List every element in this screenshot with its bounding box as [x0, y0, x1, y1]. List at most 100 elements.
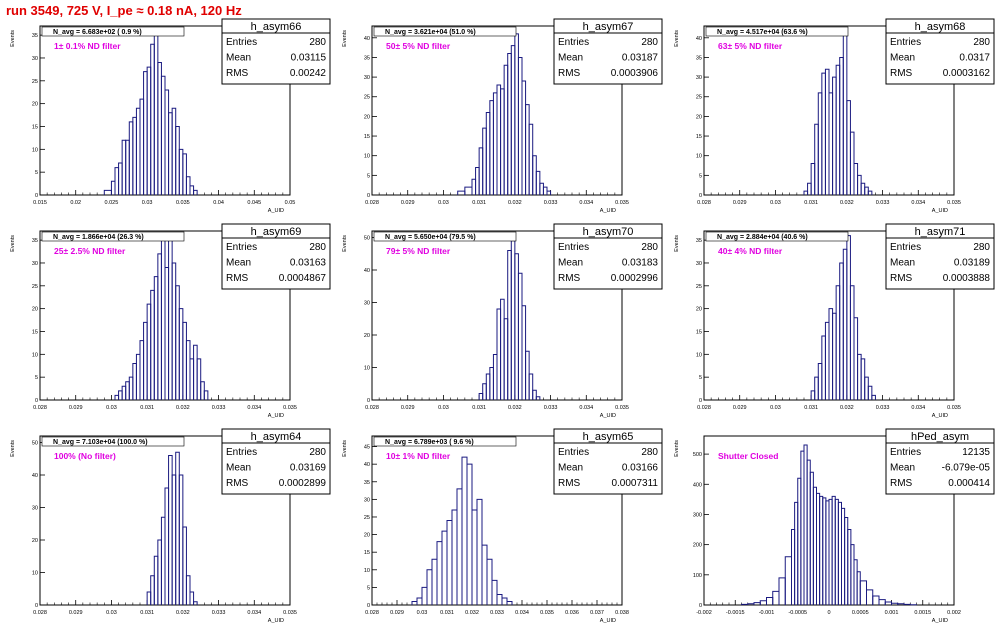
histogram-bin	[493, 355, 497, 401]
histogram-bin	[190, 186, 194, 195]
histogram-bin	[536, 171, 540, 195]
y-tick-label: 15	[696, 134, 702, 140]
histogram-bin	[161, 517, 165, 605]
stats-value-mean: 0.03169	[290, 463, 327, 474]
filter-label: 50± 5% ND filter	[386, 41, 451, 51]
n-avg-annotation: N_avg = 6.683e+02 ( 0.9 %)	[53, 29, 142, 36]
stats-value-rms: 0.0003906	[611, 68, 659, 79]
histogram-bin	[476, 167, 480, 195]
histogram-bin	[158, 540, 162, 605]
histogram-bin	[412, 601, 417, 605]
histogram-bin	[873, 596, 879, 605]
x-tick-label: 0.03	[770, 405, 781, 411]
histogram-bin	[497, 85, 501, 195]
stats-key-rms: RMS	[558, 478, 581, 489]
x-tick-label: 0.0015	[914, 610, 931, 616]
histogram-bin	[508, 54, 512, 195]
x-tick-label: 0.029	[401, 200, 415, 206]
filter-label: 63± 5% ND filter	[718, 41, 783, 51]
stats-value-rms: 0.0003162	[943, 68, 991, 79]
histogram-bin	[533, 156, 537, 195]
histogram-bin	[861, 183, 865, 195]
histogram-bin	[833, 313, 837, 400]
histogram-bin	[119, 391, 123, 400]
histogram-bin	[140, 99, 144, 195]
y-tick-label: 5	[367, 173, 370, 179]
x-tick-label: 0.034	[579, 200, 593, 206]
x-tick-label: 0.035	[283, 405, 297, 411]
y-tick-label: 30	[364, 497, 370, 503]
stats-value-rms: 0.00242	[290, 68, 327, 79]
x-tick-label: 0.015	[33, 200, 47, 206]
histogram-bin	[467, 464, 472, 605]
filter-label: 1± 0.1% ND filter	[54, 41, 121, 51]
x-tick-label: 0.03	[106, 405, 117, 411]
x-tick-label: 0.029	[401, 405, 415, 411]
y-tick-label: 10	[696, 154, 702, 160]
histogram-bin	[529, 374, 533, 400]
histogram-bin	[176, 452, 180, 605]
histogram-bin	[850, 286, 854, 400]
y-tick-label: 400	[693, 482, 702, 488]
y-axis-label: Events	[10, 235, 16, 252]
histogram-bin	[850, 132, 854, 195]
histogram-name: h_asym68	[915, 21, 966, 33]
stats-value-rms: 0.0004867	[279, 273, 327, 284]
stats-key-rms: RMS	[890, 478, 913, 489]
histogram-bin	[483, 384, 487, 400]
histogram-bin	[422, 587, 427, 605]
x-tick-label: 0.029	[69, 610, 83, 616]
x-tick-label: 0.03	[106, 610, 117, 616]
histogram-bin	[492, 580, 497, 605]
x-tick-label: 0.028	[697, 405, 711, 411]
x-tick-label: 0.04	[213, 200, 224, 206]
histogram-bin	[504, 65, 508, 195]
stats-value-rms: 0.0007311	[611, 478, 658, 489]
histogram-bin	[836, 286, 840, 400]
histogram-bin	[129, 377, 133, 400]
histogram-name: h_asym70	[583, 226, 634, 238]
x-axis-label: A_UID	[268, 208, 284, 214]
x-axis-label: A_UID	[268, 413, 284, 419]
x-tick-label: 0.034	[247, 405, 261, 411]
stats-key-rms: RMS	[226, 273, 249, 284]
x-tick-label: 0.033	[876, 405, 890, 411]
histogram-bin	[540, 183, 544, 195]
x-tick-label: 0.032	[508, 200, 522, 206]
y-tick-label: 20	[32, 307, 38, 313]
histogram-bin	[136, 108, 140, 195]
x-tick-label: 0.03	[417, 610, 428, 616]
histogram-bin	[847, 101, 851, 195]
histogram-bin	[533, 390, 537, 400]
y-tick-label: 10	[696, 352, 702, 358]
y-tick-label: 300	[693, 512, 702, 518]
y-tick-label: 40	[364, 36, 370, 42]
histogram-bin	[179, 149, 183, 195]
histogram-bin	[818, 93, 822, 195]
y-tick-label: 35	[32, 238, 38, 244]
histogram-bin	[868, 191, 872, 195]
stats-value-mean: -6.079e-05	[942, 463, 991, 474]
histogram-bin	[126, 382, 130, 400]
histogram-bin	[490, 368, 494, 401]
histogram-bin	[176, 286, 180, 400]
y-tick-label: 5	[367, 585, 370, 591]
histogram-bin	[483, 128, 487, 195]
histogram-bin	[507, 601, 512, 605]
y-tick-label: 35	[364, 55, 370, 61]
stats-key-mean: Mean	[226, 53, 251, 64]
stats-value-entries: 280	[641, 242, 658, 253]
y-tick-label: 45	[364, 445, 370, 451]
stats-value-rms: 0.0003888	[943, 273, 991, 284]
histogram-bin	[151, 576, 155, 605]
y-tick-label: 35	[696, 238, 702, 244]
stats-value-rms: 0.0002996	[611, 273, 659, 284]
y-tick-label: 15	[364, 134, 370, 140]
n-avg-annotation: N_avg = 2.884e+04 (40.6 %)	[717, 234, 808, 241]
y-axis-label: Events	[10, 440, 16, 457]
histogram-bin	[465, 187, 472, 195]
histogram-bin	[197, 359, 201, 400]
y-tick-label: 25	[32, 284, 38, 290]
y-tick-label: 30	[32, 261, 38, 267]
